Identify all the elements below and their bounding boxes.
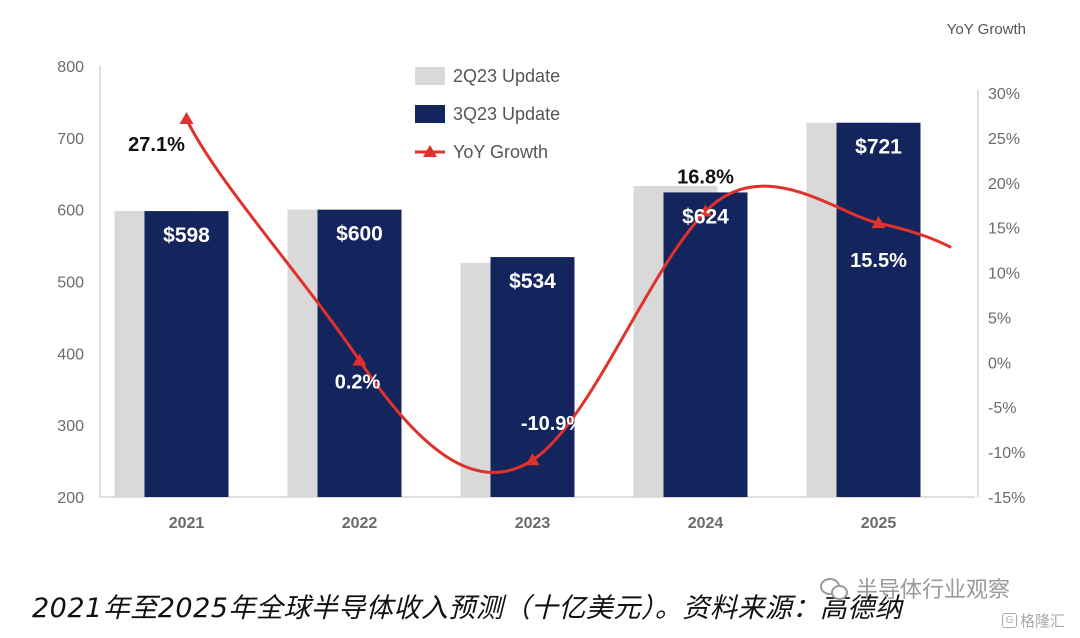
y-tick-label: 800 bbox=[57, 59, 84, 76]
growth-marker bbox=[871, 216, 886, 229]
bar-3q23 bbox=[663, 192, 748, 497]
bar-value-label: $624 bbox=[682, 205, 729, 228]
y2-tick-label: -5% bbox=[988, 400, 1016, 417]
bar-3q23 bbox=[317, 209, 402, 497]
y-tick-label: 600 bbox=[57, 203, 84, 220]
bar-value-label: $600 bbox=[336, 223, 383, 246]
growth-value-label: 16.8% bbox=[677, 167, 734, 189]
y2-tick-label: 30% bbox=[988, 86, 1020, 103]
y2-tick-label: -15% bbox=[988, 490, 1025, 507]
chart-axes: 200 300 400 500 600 700 800 -15% -10% -5% 0% 5% 10% 1… bbox=[57, 21, 1026, 532]
watermark-text: 半导体行业观察 bbox=[856, 578, 1011, 603]
bar-value-label: $534 bbox=[509, 270, 556, 293]
chart: 200 300 400 500 600 700 800 -15% -10% -5% 0% 5% 10% 1… bbox=[57, 21, 1026, 532]
x-tick-label: 2025 bbox=[861, 515, 897, 532]
y2-tick-label: 25% bbox=[988, 131, 1020, 148]
growth-marker bbox=[352, 353, 367, 366]
legend-label-3q23: 3Q23 Update bbox=[453, 104, 560, 124]
x-tick-label: 2022 bbox=[342, 515, 378, 532]
growth-value-label: 27.1% bbox=[128, 134, 185, 156]
x-tick-label: 2024 bbox=[688, 515, 724, 532]
watermark: 半导体行业观察 bbox=[820, 572, 1010, 604]
y2-tick-label: 5% bbox=[988, 310, 1011, 327]
y2-tick-label: 0% bbox=[988, 355, 1011, 372]
growth-marker bbox=[698, 204, 713, 217]
y-tick-label: 500 bbox=[57, 275, 84, 292]
chart-growth-line bbox=[179, 112, 952, 474]
x-tick-label: 2021 bbox=[169, 515, 205, 532]
y-tick-label: 300 bbox=[57, 418, 84, 435]
growth-marker bbox=[179, 112, 194, 125]
y-tick-label: 400 bbox=[57, 346, 84, 363]
chart-labels: $598 $600 $534 $624 $721 27.1% 0.2% -10.9% 16.8%… bbox=[128, 134, 907, 435]
y2-axis-title: YoY Growth bbox=[947, 21, 1026, 38]
growth-value-label: -10.9% bbox=[521, 413, 585, 435]
legend-swatch-3q23 bbox=[415, 105, 445, 123]
y2-tick-label: 20% bbox=[988, 176, 1020, 193]
badge-text: 格隆汇 bbox=[1020, 612, 1066, 630]
legend-label-2q23: 2Q23 Update bbox=[453, 66, 560, 86]
legend-label-yoy: YoY Growth bbox=[453, 142, 548, 162]
growth-value-label: 0.2% bbox=[335, 372, 381, 394]
legend-swatch-2q23 bbox=[415, 67, 445, 85]
figure-caption: 2021年至2025年全球半导体收入预测（十亿美元）。资料来源：高德纳 bbox=[32, 593, 903, 624]
bar-value-label: $721 bbox=[855, 136, 902, 159]
x-tick-label: 2023 bbox=[515, 515, 551, 532]
chart-legend: 2Q23 Update 3Q23 Update YoY Growth bbox=[415, 66, 560, 162]
bar-3q23 bbox=[836, 122, 921, 497]
growth-line bbox=[185, 118, 952, 474]
y2-tick-label: -10% bbox=[988, 445, 1025, 462]
chart-bars bbox=[114, 122, 921, 497]
y2-tick-label: 15% bbox=[988, 221, 1020, 238]
legend-marker-yoy bbox=[423, 145, 437, 157]
bar-value-label: $598 bbox=[163, 224, 210, 247]
source-badge: G 格隆汇 bbox=[1002, 610, 1065, 631]
growth-value-label: 15.5% bbox=[850, 250, 907, 272]
y-tick-label: 700 bbox=[57, 131, 84, 148]
wechat-icon bbox=[820, 577, 848, 600]
y2-tick-label: 10% bbox=[988, 266, 1020, 283]
bar-3q23 bbox=[144, 211, 229, 497]
growth-marker bbox=[525, 453, 540, 466]
y-tick-label: 200 bbox=[57, 490, 84, 507]
logo-icon: G bbox=[1002, 613, 1017, 628]
